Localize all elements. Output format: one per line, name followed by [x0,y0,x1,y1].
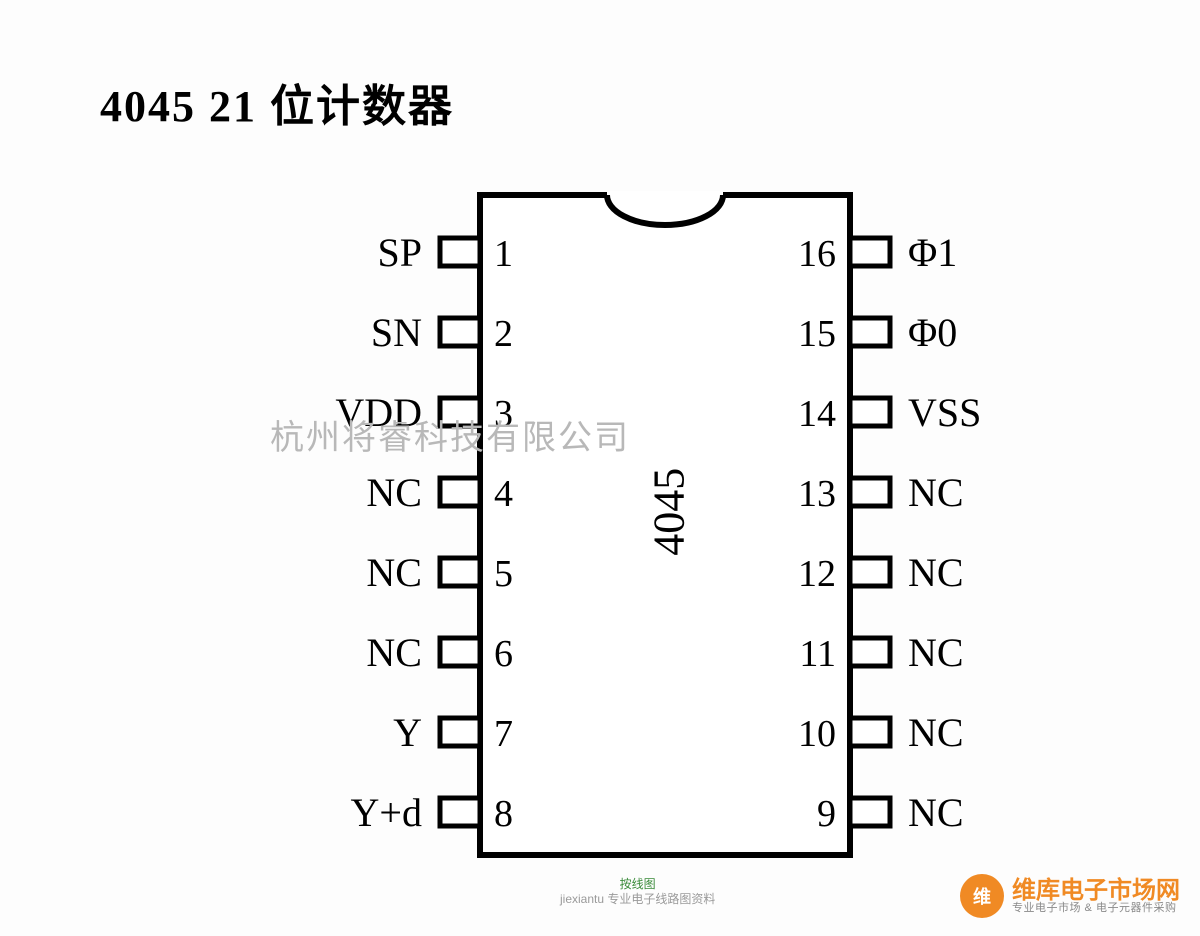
svg-text:Φ0: Φ0 [908,310,957,355]
svg-text:Φ1: Φ1 [908,230,957,275]
chip-diagram: 4045 1 SP 2 SN 3 VDD 4 NC 5 NC 6 NC 7 Y 8 Y+d 16 Φ1 15 Φ0 14 V… [0,0,1200,936]
svg-text:SN: SN [371,310,422,355]
svg-text:6: 6 [494,633,513,675]
svg-text:14: 14 [798,393,836,435]
svg-text:Y: Y [393,710,422,755]
svg-text:VSS: VSS [908,390,981,435]
svg-text:3: 3 [494,393,513,435]
svg-text:NC: NC [908,550,964,595]
svg-text:NC: NC [908,790,964,835]
svg-text:10: 10 [798,713,836,755]
svg-text:2: 2 [494,313,513,355]
svg-text:NC: NC [908,630,964,675]
svg-text:12: 12 [798,553,836,595]
svg-text:Y+d: Y+d [351,790,422,835]
svg-text:NC: NC [366,630,422,675]
svg-text:11: 11 [799,633,836,675]
weiku-badge-icon: 维 [960,874,1004,918]
svg-text:SP: SP [378,230,423,275]
svg-text:7: 7 [494,713,513,755]
svg-text:9: 9 [817,793,836,835]
svg-text:NC: NC [366,550,422,595]
svg-text:4: 4 [494,473,513,515]
svg-text:4045: 4045 [645,468,694,556]
svg-text:NC: NC [366,470,422,515]
svg-text:15: 15 [798,313,836,355]
watermark-weiku: 维 维库电子市场网 专业电子市场 & 电子元器件采购 [960,874,1180,918]
svg-text:13: 13 [798,473,836,515]
svg-text:1: 1 [494,233,513,275]
svg-text:5: 5 [494,553,513,595]
svg-text:8: 8 [494,793,513,835]
svg-text:NC: NC [908,470,964,515]
svg-text:VDD: VDD [335,390,422,435]
svg-text:16: 16 [798,233,836,275]
watermark-jiexiantu: 按线图 jiexiantu 专业电子线路图资料 [560,877,715,906]
svg-text:NC: NC [908,710,964,755]
